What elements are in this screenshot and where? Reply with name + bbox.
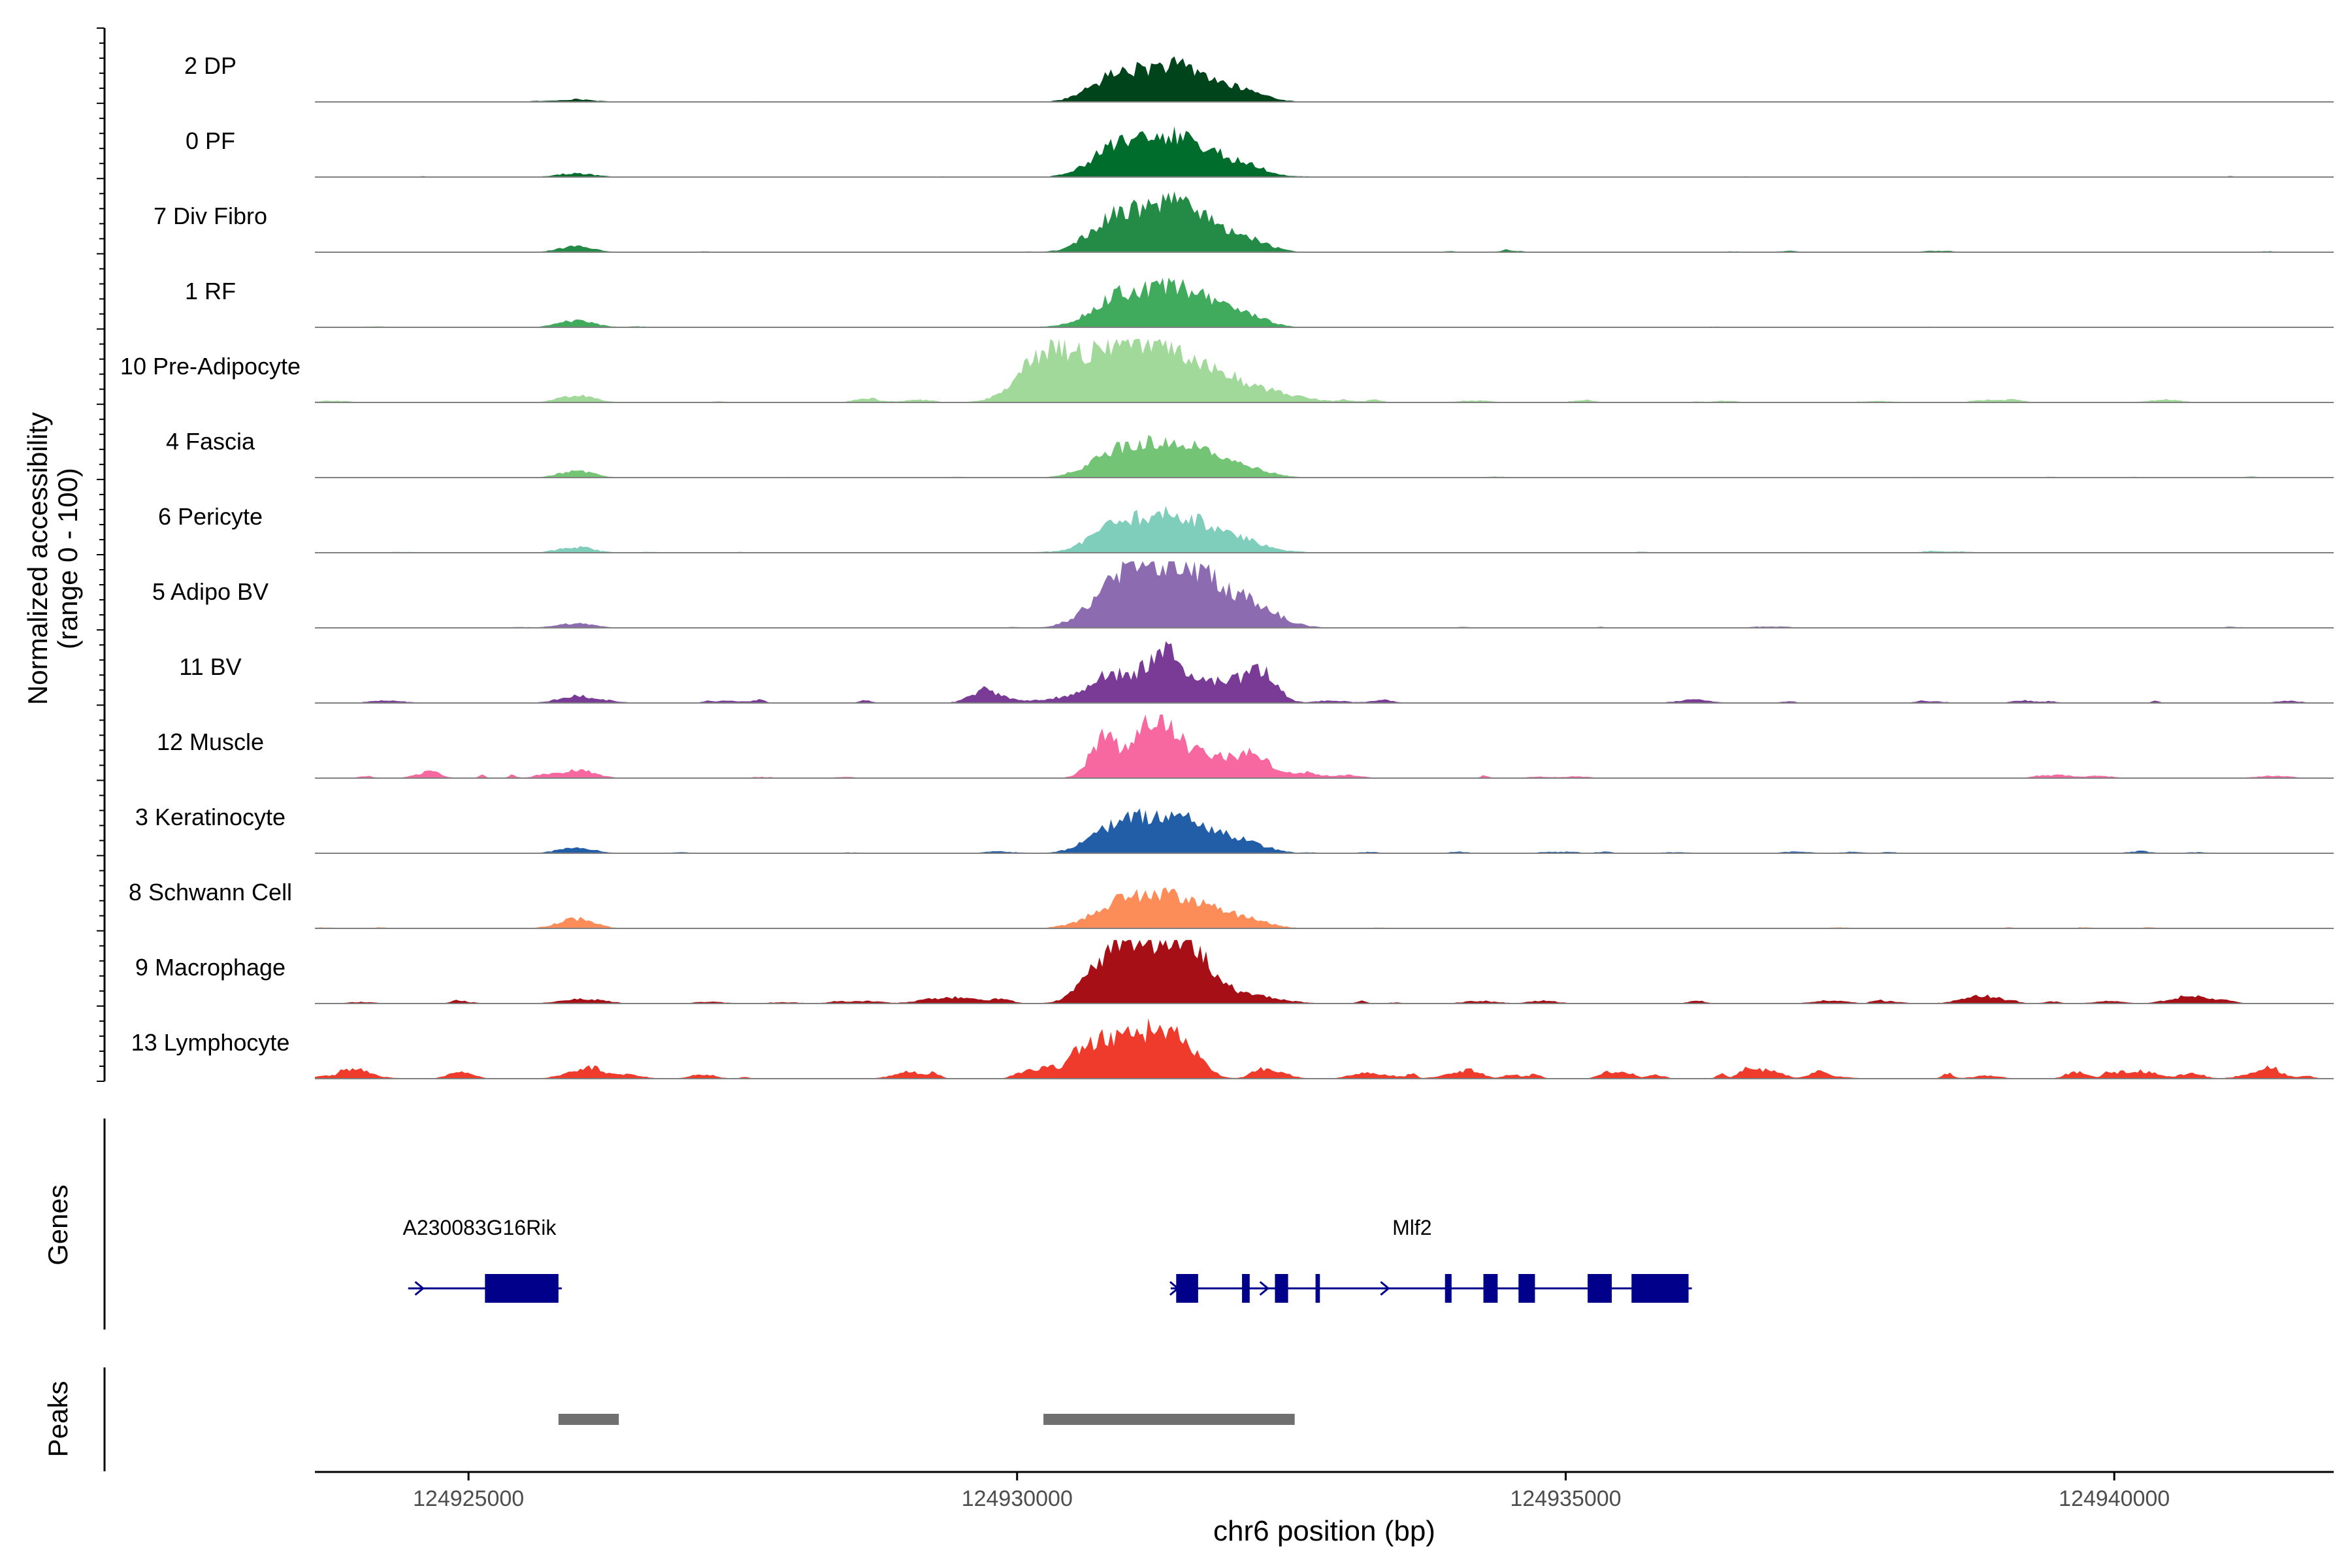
peaks-panel-label: Peaks bbox=[42, 1381, 73, 1458]
track-label-7: 5 Adipo BV bbox=[152, 578, 269, 605]
track-label-2: 7 Div Fibro bbox=[154, 203, 267, 229]
track-label-10: 3 Keratinocyte bbox=[135, 804, 286, 830]
x-axis: 124925000 124930000 124935000 124940000 chr… bbox=[315, 1471, 2334, 1547]
gene-exon bbox=[1483, 1274, 1498, 1303]
genes-panel-label: Genes bbox=[42, 1184, 73, 1266]
x-axis-title: chr6 position (bp) bbox=[1213, 1515, 1435, 1547]
track-area-1 bbox=[315, 126, 2334, 177]
track-area-12 bbox=[315, 939, 2334, 1004]
track-label-3: 1 RF bbox=[185, 278, 236, 304]
track-area-7 bbox=[315, 561, 2334, 628]
gene-exon bbox=[1518, 1274, 1535, 1303]
track-label-4: 10 Pre-Adipocyte bbox=[120, 353, 301, 380]
track-label-5: 4 Fascia bbox=[166, 428, 255, 455]
gene-exon bbox=[1242, 1274, 1250, 1303]
track-area-3 bbox=[315, 277, 2334, 327]
gene-exon bbox=[485, 1274, 559, 1303]
track-label-9: 12 Muscle bbox=[157, 728, 264, 755]
track-label-13: 13 Lymphocyte bbox=[131, 1029, 290, 1056]
y-axis-label: Normalized accessibility bbox=[22, 412, 53, 705]
gene-models: A230083G16Rik Mlf2 bbox=[402, 1216, 1692, 1303]
y-axis bbox=[97, 27, 106, 1082]
strand-arrow-icon bbox=[1380, 1281, 1390, 1296]
x-tick-label: 124930000 bbox=[962, 1486, 1073, 1511]
accessibility-tracks: 2 DP 0 PF 7 Div Fibro 1 RF 10 Pre-Adipocyte 4… bbox=[120, 52, 2334, 1079]
gene-exon bbox=[1176, 1274, 1198, 1303]
y-axis-title: Normalized accessibility (range 0 - 100) bbox=[22, 412, 83, 705]
track-area-10 bbox=[315, 808, 2334, 853]
genes-panel: Genes A230083G16Rik Mlf2 bbox=[42, 1119, 1692, 1330]
x-axis-ticks: 124925000 124930000 124935000 124940000 bbox=[413, 1472, 2170, 1511]
track-area-13 bbox=[315, 1018, 2334, 1079]
track-area-2 bbox=[315, 191, 2334, 252]
gene-name-0: A230083G16Rik bbox=[402, 1216, 557, 1239]
gene-exon bbox=[1315, 1274, 1320, 1303]
track-label-0: 2 DP bbox=[184, 52, 237, 79]
strand-arrow-icon bbox=[1259, 1281, 1269, 1296]
strand-arrow-icon bbox=[414, 1281, 425, 1296]
track-label-1: 0 PF bbox=[186, 127, 235, 154]
x-tick-label: 124940000 bbox=[2059, 1486, 2170, 1511]
gene-exon bbox=[1445, 1274, 1452, 1303]
track-area-11 bbox=[315, 887, 2334, 928]
track-label-6: 6 Pericyte bbox=[158, 503, 263, 530]
strand-arrow-icon bbox=[1169, 1281, 1180, 1296]
peak-region-1 bbox=[1043, 1414, 1295, 1425]
track-area-0 bbox=[315, 56, 2334, 102]
track-label-11: 8 Schwann Cell bbox=[129, 879, 292, 906]
x-tick-label: 124925000 bbox=[413, 1486, 524, 1511]
y-axis-sublabel: (range 0 - 100) bbox=[52, 468, 83, 649]
track-label-12: 9 Macrophage bbox=[135, 954, 286, 981]
gene-exon bbox=[1275, 1274, 1288, 1303]
gene-exon bbox=[1631, 1274, 1689, 1303]
track-area-9 bbox=[315, 714, 2334, 778]
track-area-5 bbox=[315, 434, 2334, 478]
track-label-8: 11 BV bbox=[179, 653, 241, 680]
x-tick-label: 124935000 bbox=[1510, 1486, 1621, 1511]
track-area-8 bbox=[315, 641, 2334, 703]
gene-exon bbox=[1588, 1274, 1612, 1303]
peaks-panel: Peaks bbox=[42, 1367, 1295, 1471]
gene-name-1: Mlf2 bbox=[1392, 1216, 1431, 1239]
track-area-6 bbox=[315, 506, 2334, 553]
peak-regions bbox=[558, 1414, 1295, 1425]
peak-region-0 bbox=[558, 1414, 619, 1425]
track-area-4 bbox=[315, 338, 2334, 402]
